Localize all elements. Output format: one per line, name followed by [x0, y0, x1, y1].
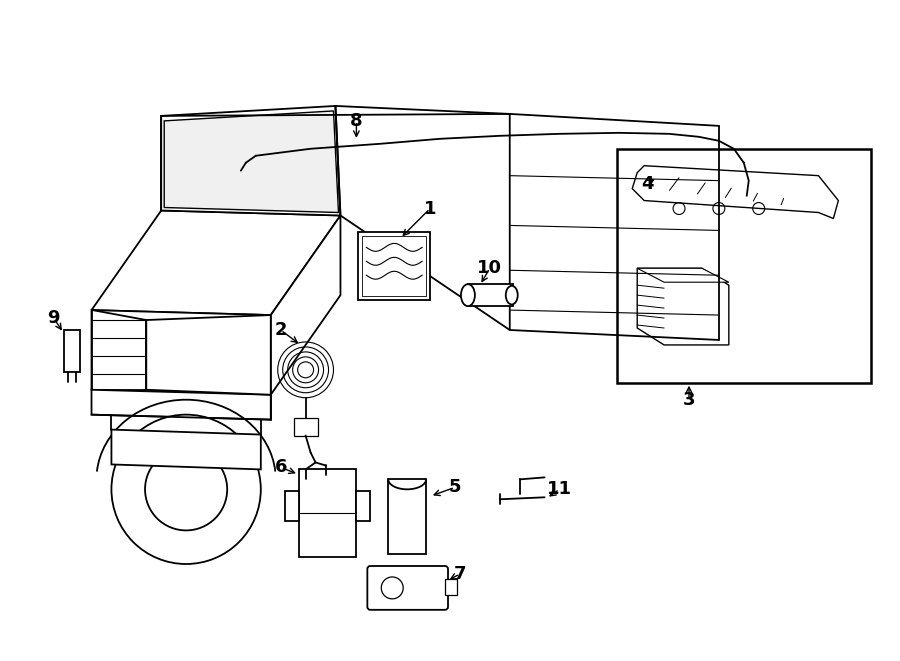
- Polygon shape: [147, 315, 271, 395]
- Bar: [299, 469, 356, 557]
- Polygon shape: [112, 430, 261, 469]
- Polygon shape: [92, 210, 340, 315]
- Text: 2: 2: [274, 321, 287, 339]
- Bar: [284, 491, 299, 521]
- Polygon shape: [637, 268, 729, 282]
- Polygon shape: [92, 390, 271, 420]
- Polygon shape: [271, 215, 340, 395]
- Bar: [468, 284, 513, 306]
- Polygon shape: [92, 310, 147, 390]
- Text: 3: 3: [683, 391, 695, 408]
- Bar: [64, 330, 79, 372]
- Circle shape: [112, 414, 261, 564]
- Polygon shape: [161, 106, 340, 215]
- Polygon shape: [336, 106, 509, 330]
- Text: 1: 1: [424, 200, 436, 217]
- Polygon shape: [164, 111, 338, 212]
- Polygon shape: [92, 310, 271, 395]
- Text: 5: 5: [449, 479, 461, 496]
- Polygon shape: [632, 166, 839, 219]
- Text: 6: 6: [274, 459, 287, 477]
- Text: 4: 4: [641, 175, 653, 192]
- Text: 11: 11: [547, 481, 572, 498]
- Polygon shape: [637, 268, 729, 345]
- Bar: [617, 149, 871, 383]
- Text: 7: 7: [454, 565, 466, 583]
- FancyBboxPatch shape: [367, 566, 448, 610]
- Bar: [363, 237, 426, 296]
- Bar: [445, 579, 457, 595]
- Text: 9: 9: [48, 309, 60, 327]
- Text: 10: 10: [477, 259, 502, 277]
- Ellipse shape: [461, 284, 475, 306]
- Ellipse shape: [506, 286, 518, 305]
- Bar: [388, 479, 426, 554]
- Polygon shape: [293, 418, 318, 436]
- Bar: [356, 491, 370, 521]
- Text: 8: 8: [350, 112, 363, 130]
- Bar: [358, 233, 430, 300]
